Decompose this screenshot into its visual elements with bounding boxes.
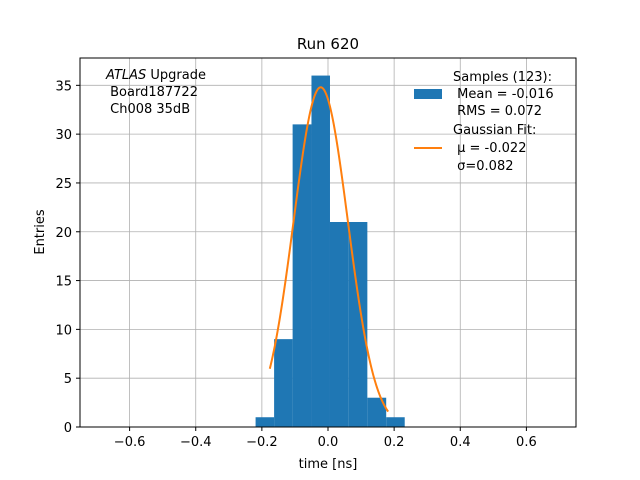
x-tick-label: 0.6 bbox=[516, 435, 537, 450]
x-ticks: −0.6 −0.4 −0.2 0.0 0.2 0.4 0.6 bbox=[114, 427, 537, 450]
legend-fit-title: Gaussian Fit: bbox=[453, 123, 536, 138]
y-tick-label: 35 bbox=[55, 79, 72, 94]
x-tick-label: −0.4 bbox=[180, 435, 212, 450]
histogram-bar bbox=[292, 124, 312, 427]
histogram-bar bbox=[367, 397, 387, 427]
annotation-line-1: ATLAS Upgrade bbox=[105, 68, 206, 83]
fit-layer bbox=[268, 86, 390, 413]
y-tick-label: 10 bbox=[55, 323, 72, 338]
y-tick-label: 20 bbox=[55, 226, 72, 241]
legend-samples-mean: Mean = -0.016 bbox=[453, 87, 554, 102]
y-ticks: 0 5 10 15 20 25 30 35 bbox=[55, 79, 80, 436]
histogram-bar bbox=[329, 222, 349, 427]
gaussian-fit-curve bbox=[268, 86, 390, 413]
x-tick-label: 0.0 bbox=[318, 435, 339, 450]
y-tick-label: 0 bbox=[64, 421, 72, 436]
legend-samples-rms: RMS = 0.072 bbox=[453, 104, 542, 119]
chart-title: Run 620 bbox=[297, 35, 359, 53]
x-tick-label: −0.6 bbox=[114, 435, 146, 450]
x-tick-label: 0.2 bbox=[384, 435, 405, 450]
annotation-channel: Ch008 35dB bbox=[106, 102, 190, 117]
x-axis-label: time [ns] bbox=[299, 457, 358, 472]
legend-fit-sigma: σ=0.082 bbox=[453, 159, 513, 174]
bars-layer bbox=[255, 75, 405, 428]
y-axis-label: Entries bbox=[33, 209, 48, 255]
y-tick-label: 5 bbox=[64, 372, 72, 387]
histogram-bar bbox=[348, 222, 368, 427]
annotation-upgrade: Upgrade bbox=[146, 68, 206, 83]
y-tick-label: 25 bbox=[55, 177, 72, 192]
histogram-bar bbox=[311, 75, 330, 428]
x-tick-label: −0.2 bbox=[246, 435, 278, 450]
histogram-bar bbox=[274, 339, 293, 427]
legend-samples-swatch bbox=[414, 89, 442, 99]
x-tick-label: 0.4 bbox=[450, 435, 471, 450]
annotation-box: ATLAS Upgrade Board187722 Ch008 35dB bbox=[105, 68, 206, 117]
legend-fit-mu: μ = -0.022 bbox=[453, 141, 526, 156]
histogram-bar bbox=[255, 417, 275, 427]
legend: Samples (123): Mean = -0.016 RMS = 0.072… bbox=[414, 70, 554, 174]
y-tick-label: 30 bbox=[55, 128, 72, 143]
histogram-bar bbox=[386, 417, 405, 427]
legend-samples-title: Samples (123): bbox=[453, 70, 552, 85]
annotation-atlas: ATLAS bbox=[105, 68, 146, 83]
y-tick-label: 15 bbox=[55, 275, 72, 290]
annotation-board: Board187722 bbox=[106, 85, 198, 100]
